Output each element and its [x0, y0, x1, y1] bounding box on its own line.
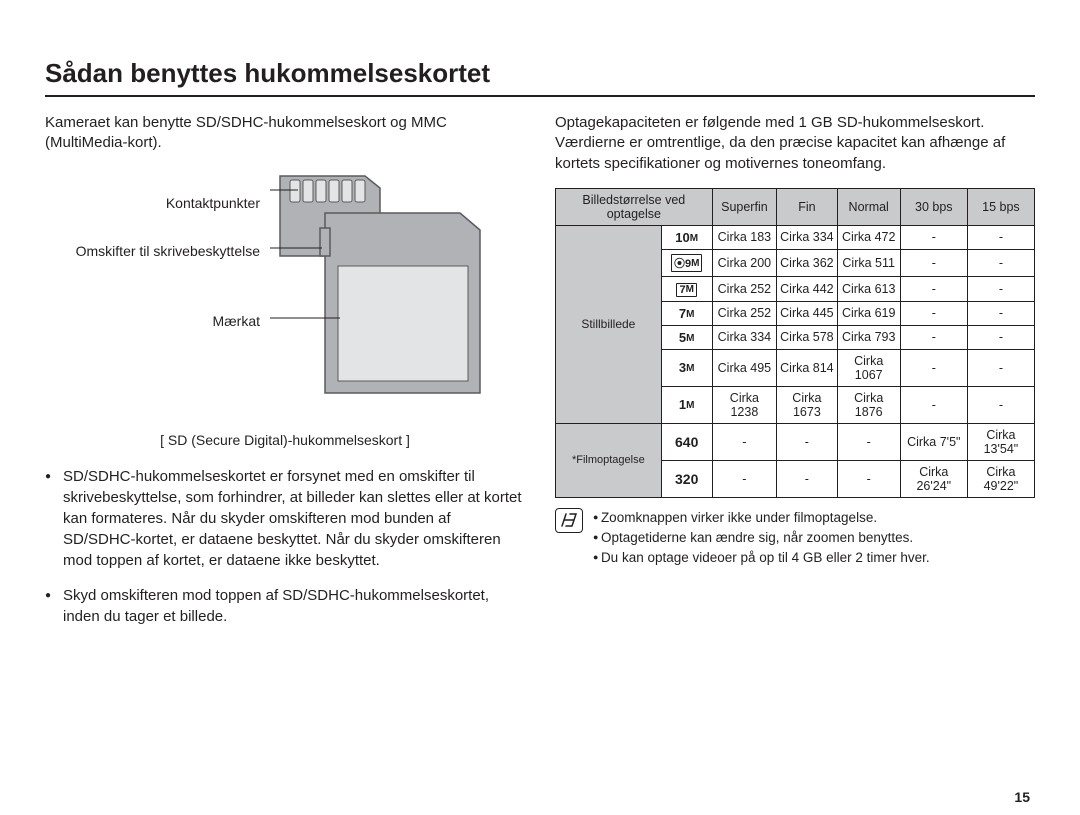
th-normal: Normal — [837, 188, 900, 225]
cell: - — [712, 423, 776, 460]
cell: Cirka 613 — [837, 276, 900, 301]
cell: Cirka 362 — [777, 249, 838, 276]
note-item: Du kan optage videoer på op til 4 GB ell… — [593, 548, 930, 568]
cell: Cirka 26'24" — [900, 460, 967, 497]
th-30bps: 30 bps — [900, 188, 967, 225]
cell: Cirka 252 — [712, 276, 776, 301]
capacity-table: Billedstørrelse ved optagelse Superfin F… — [555, 188, 1035, 498]
cell: - — [900, 276, 967, 301]
cell: - — [900, 301, 967, 325]
cell: - — [837, 423, 900, 460]
cell: Cirka 495 — [712, 349, 776, 386]
note-icon — [555, 508, 583, 533]
th-fin: Fin — [777, 188, 838, 225]
movie-size: 320 — [661, 460, 712, 497]
size-cell: 10M — [661, 225, 712, 249]
size-cell: 7M — [661, 301, 712, 325]
cell: - — [967, 276, 1034, 301]
size-cell: ⦿9M — [661, 249, 712, 276]
label-sticker: Mærkat — [213, 312, 260, 330]
rowh-movie: *Filmoptagelse — [556, 423, 662, 497]
size-cell: 5M — [661, 325, 712, 349]
label-contacts: Kontaktpunkter — [166, 194, 260, 212]
cell: Cirka 578 — [777, 325, 838, 349]
left-bullets: SD/SDHC-hukommelseskortet er forsynet me… — [45, 466, 525, 627]
th-superfin: Superfin — [712, 188, 776, 225]
diagram-caption: [ SD (Secure Digital)-hukommelseskort ] — [45, 432, 525, 448]
rowh-stills: Stillbillede — [556, 225, 662, 423]
movie-size: 640 — [661, 423, 712, 460]
cell: Cirka 7'5" — [900, 423, 967, 460]
cell: - — [967, 249, 1034, 276]
cell: Cirka 472 — [837, 225, 900, 249]
cell: - — [967, 225, 1034, 249]
cell: - — [777, 460, 838, 497]
size-cell: 1M — [661, 386, 712, 423]
cell: Cirka 1876 — [837, 386, 900, 423]
bullet-item: Skyd omskifteren mod toppen af SD/SDHC-h… — [45, 585, 525, 627]
cell: - — [900, 349, 967, 386]
size-cell: 7M — [661, 276, 712, 301]
cell: Cirka 49'22" — [967, 460, 1034, 497]
cell: - — [777, 423, 838, 460]
note-item: Optagetiderne kan ændre sig, når zoomen … — [593, 528, 930, 548]
cell: - — [837, 460, 900, 497]
cell: Cirka 793 — [837, 325, 900, 349]
cell: Cirka 511 — [837, 249, 900, 276]
cell: - — [900, 325, 967, 349]
cell: Cirka 814 — [777, 349, 838, 386]
right-intro: Optagekapaciteten er følgende med 1 GB S… — [555, 113, 1035, 174]
cell: Cirka 1673 — [777, 386, 838, 423]
note-item: Zoomknappen virker ikke under filmoptage… — [593, 508, 930, 528]
cell: Cirka 445 — [777, 301, 838, 325]
cell: - — [900, 225, 967, 249]
cell: - — [712, 460, 776, 497]
sd-card-diagram: Kontaktpunkter Omskifter til skrivebesky… — [45, 168, 525, 428]
cell: Cirka 13'54" — [967, 423, 1034, 460]
cell: Cirka 1238 — [712, 386, 776, 423]
th-size: Billedstørrelse ved optagelse — [556, 188, 713, 225]
cell: - — [967, 386, 1034, 423]
cell: Cirka 252 — [712, 301, 776, 325]
left-intro: Kameraet kan benytte SD/SDHC-hukommelses… — [45, 113, 525, 154]
cell: - — [967, 325, 1034, 349]
th-15bps: 15 bps — [967, 188, 1034, 225]
cell: Cirka 442 — [777, 276, 838, 301]
cell: Cirka 334 — [712, 325, 776, 349]
cell: - — [900, 386, 967, 423]
cell: Cirka 619 — [837, 301, 900, 325]
note-box: Zoomknappen virker ikke under filmoptage… — [555, 508, 1035, 569]
page-title: Sådan benyttes hukommelseskortet — [45, 58, 1035, 97]
cell: - — [967, 349, 1034, 386]
size-cell: 3M — [661, 349, 712, 386]
label-wpswitch: Omskifter til skrivebeskyttelse — [76, 242, 260, 260]
cell: - — [900, 249, 967, 276]
cell: Cirka 200 — [712, 249, 776, 276]
cell: - — [967, 301, 1034, 325]
page-number: 15 — [1014, 789, 1030, 805]
sd-card-icon — [270, 168, 505, 403]
cell: Cirka 334 — [777, 225, 838, 249]
cell: Cirka 183 — [712, 225, 776, 249]
bullet-item: SD/SDHC-hukommelseskortet er forsynet me… — [45, 466, 525, 571]
cell: Cirka 1067 — [837, 349, 900, 386]
